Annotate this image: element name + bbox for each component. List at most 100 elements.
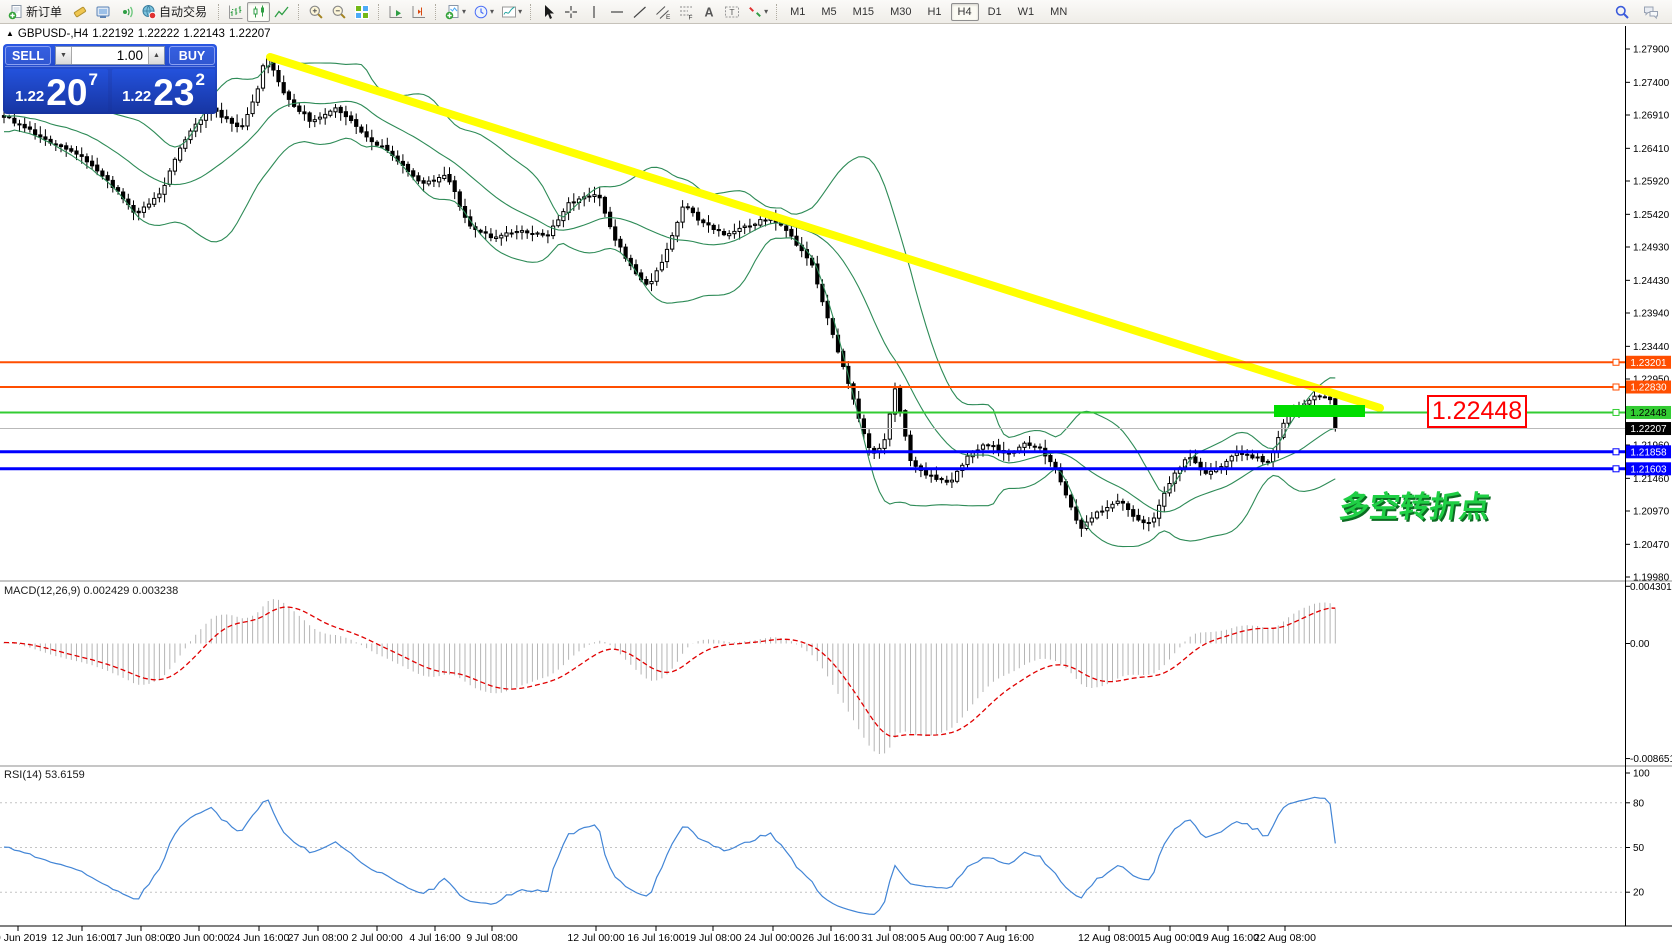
candle-body [1265, 460, 1271, 463]
vertical-line-tool-button[interactable] [582, 2, 605, 22]
buy-price-panel[interactable]: 1.22 23 2 [112, 69, 215, 112]
candle-body [354, 119, 359, 127]
auto-trading-button[interactable]: 自动交易 [137, 2, 213, 22]
vline-icon [585, 4, 602, 20]
crosshair-button[interactable] [559, 2, 582, 22]
candle-body [1027, 442, 1032, 446]
bollinger-band-line [3, 60, 1336, 494]
chevron-down-icon[interactable]: ▾ [764, 7, 769, 16]
highlight-bar[interactable] [1274, 405, 1365, 417]
timeframe-h1-button[interactable]: H1 [927, 5, 942, 18]
timeframe-m15-button[interactable]: M15 [852, 5, 875, 18]
text-label-tool-button[interactable]: T [720, 2, 743, 22]
timeframe-w1-button[interactable]: W1 [1017, 5, 1035, 18]
toolbar-separator [776, 3, 778, 20]
equidistant-channel-tool-button[interactable]: E [651, 2, 674, 22]
zoom-out-button[interactable] [327, 2, 350, 22]
candle-body [1281, 422, 1286, 438]
zoom-in-button[interactable] [304, 2, 327, 22]
auto-scroll-button[interactable] [384, 2, 407, 22]
chat-button[interactable] [1639, 2, 1662, 22]
symbol-period: GBPUSD-,H4 [17, 28, 89, 40]
svg-text:A: A [704, 5, 713, 19]
svg-text:E: E [666, 14, 671, 20]
candle-body [949, 479, 954, 483]
candle-body [359, 126, 364, 133]
bar-chart-mode-button[interactable] [224, 2, 247, 22]
candle-body [1126, 503, 1131, 510]
templates-button[interactable]: ▾ [497, 2, 525, 22]
volume-value[interactable]: 1.00 [116, 48, 143, 63]
level-axis-label-text: 1.23201 [1630, 358, 1667, 369]
fibonacci-tool-button[interactable]: F [674, 2, 697, 22]
candle-body [152, 197, 157, 205]
new-order-button[interactable]: 新订单 [4, 2, 68, 22]
chevron-down-icon[interactable]: ▾ [490, 7, 495, 16]
candle-body [43, 136, 48, 140]
line-chart-mode-button[interactable] [270, 2, 293, 22]
price-level-callout[interactable]: 1.22448 [1427, 395, 1527, 428]
candle-body [664, 248, 670, 263]
macd-tick-label: 0.004301 [1630, 582, 1672, 593]
buy-button[interactable]: BUY [169, 46, 215, 65]
horizontal-line-tool-button[interactable] [605, 2, 628, 22]
chart-shift-button[interactable] [407, 2, 430, 22]
sell-price-panel[interactable]: 1.22 20 7 [5, 69, 108, 112]
candle-body [535, 232, 540, 235]
tile-windows-button[interactable] [350, 2, 373, 22]
timeframe-d1-button[interactable]: D1 [987, 5, 1002, 18]
svg-text:T: T [729, 7, 734, 17]
level-axis-label [1626, 405, 1671, 419]
chevron-down-icon[interactable]: ▾ [518, 7, 523, 16]
candle-body [1032, 445, 1037, 448]
candle-body [1208, 470, 1214, 475]
line-handle[interactable] [1612, 448, 1620, 456]
trendline-tool-button[interactable] [628, 2, 651, 22]
highlighter-button[interactable] [68, 2, 91, 22]
sell-button[interactable]: SELL [5, 46, 51, 65]
arrows-tool-button[interactable]: ▾ [743, 2, 771, 22]
candle-body [608, 211, 613, 228]
volume-up-button[interactable]: ▲ [148, 47, 164, 64]
new-chart-button[interactable]: ▾ [441, 2, 469, 22]
candle-body [1317, 395, 1322, 398]
text-tool-button[interactable]: A [697, 2, 720, 22]
candle-body [675, 221, 680, 237]
new-order-icon [7, 4, 24, 20]
data-window-button[interactable] [91, 2, 114, 22]
chat-icon [1642, 4, 1659, 20]
cursor-button[interactable] [536, 2, 559, 22]
turning-point-note[interactable]: 多空转折点 [1337, 491, 1492, 524]
candle-body [696, 211, 701, 221]
candle-body [1245, 453, 1250, 456]
chevron-down-icon[interactable]: ▾ [462, 7, 467, 16]
candle-body [545, 234, 550, 237]
timeframe-m1-button[interactable]: M1 [790, 5, 806, 18]
price-tick-label: 1.23940 [1633, 309, 1670, 320]
line-handle[interactable] [1612, 408, 1620, 416]
collapse-icon[interactable]: ▲ [6, 29, 14, 38]
timeframe-h4-button[interactable]: H4 [950, 2, 979, 21]
signals-button[interactable] [114, 2, 137, 22]
line-handle[interactable] [1612, 383, 1620, 391]
search-button[interactable] [1610, 2, 1633, 22]
candle-chart-mode-button[interactable] [247, 1, 271, 22]
timeframe-m30-button[interactable]: M30 [890, 5, 912, 18]
candle-body [343, 111, 348, 118]
macd-tick-label: -0.008651 [1630, 754, 1672, 765]
timeframe-mn-button[interactable]: MN [1050, 5, 1068, 18]
timeframe-m5-button[interactable]: M5 [821, 5, 837, 18]
periods-button[interactable]: ▾ [469, 2, 497, 22]
line-handle[interactable] [1612, 465, 1620, 473]
candle-body [260, 65, 266, 89]
candle-body [172, 158, 178, 172]
candle-body [17, 123, 22, 126]
toolbar-right [1610, 2, 1668, 22]
candle-body [349, 115, 354, 122]
line-handle[interactable] [1612, 358, 1620, 366]
volume-down-button[interactable]: ▼ [56, 47, 72, 64]
trendline-object[interactable] [266, 53, 1384, 412]
tile-windows-icon [353, 4, 370, 20]
price-tick-label: 1.27900 [1633, 45, 1670, 56]
